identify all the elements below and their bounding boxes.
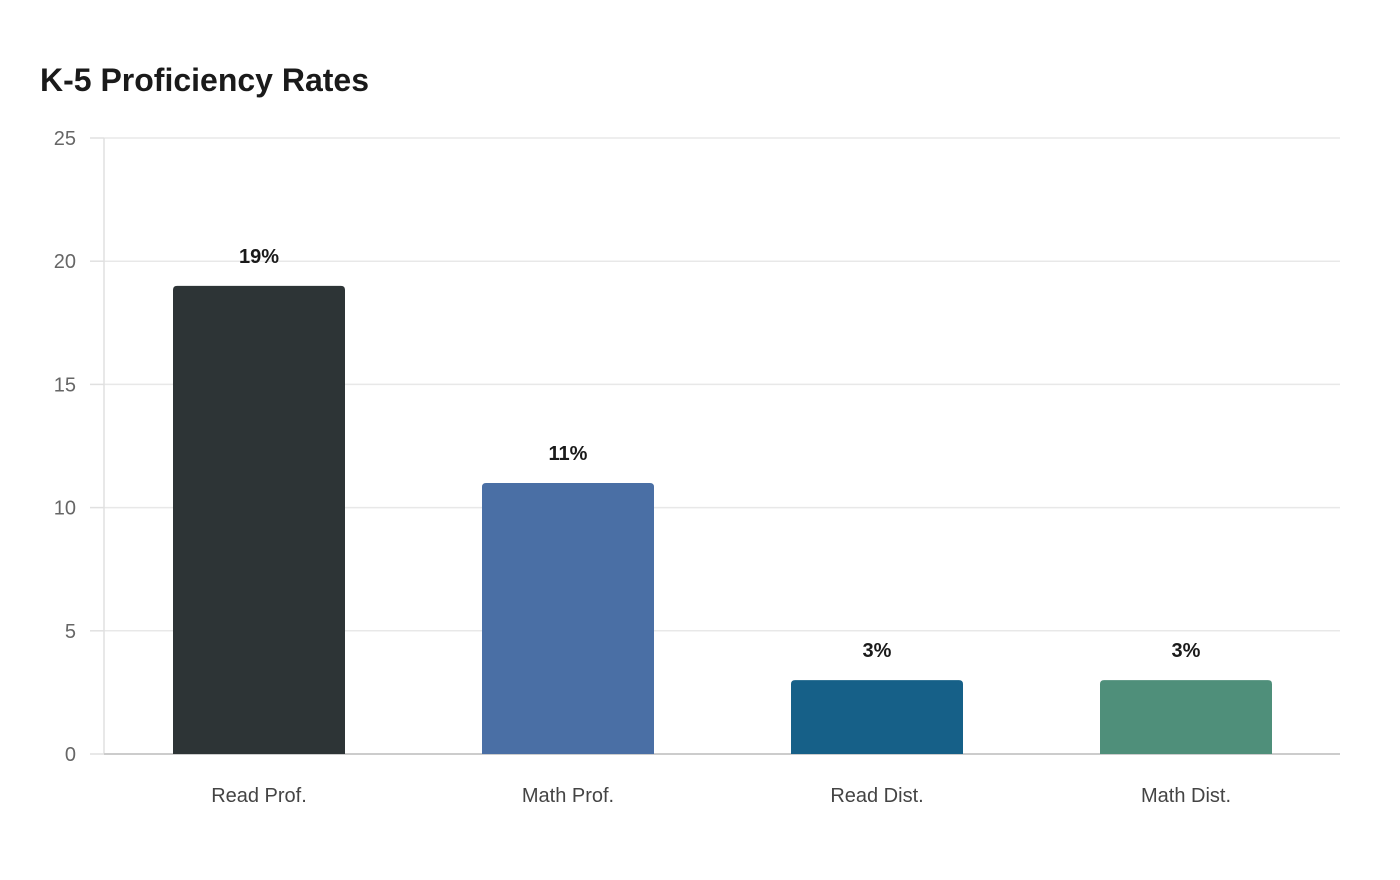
bars [173, 285, 1272, 754]
data-label: 11% [549, 443, 588, 465]
x-category-label: Read Dist. [830, 785, 923, 807]
x-category-label: Read Prof. [211, 785, 307, 807]
x-category-label: Math Dist. [1141, 785, 1231, 807]
y-tick-label: 0 [65, 744, 76, 766]
bar-math-dist [1100, 680, 1272, 754]
bar-math-prof [482, 482, 654, 754]
y-tick-label: 15 [54, 374, 76, 396]
y-tick-label: 10 [54, 498, 76, 520]
bar-read-prof [173, 285, 345, 754]
chart-title: K-5 Proficiency Rates [40, 62, 370, 98]
x-category-label: Math Prof. [522, 785, 614, 807]
y-tick-label: 25 [54, 128, 76, 150]
data-label: 3% [1172, 640, 1201, 662]
data-label: 19% [239, 246, 279, 268]
data-label: 3% [863, 640, 892, 662]
y-tick-label: 5 [65, 621, 76, 643]
labels: 0 5 10 15 20 25 19% Read Prof. 11% Math Prof. 3% Re… [54, 128, 1231, 807]
y-tick-label: 20 [54, 251, 76, 273]
bar-read-dist [791, 680, 963, 754]
